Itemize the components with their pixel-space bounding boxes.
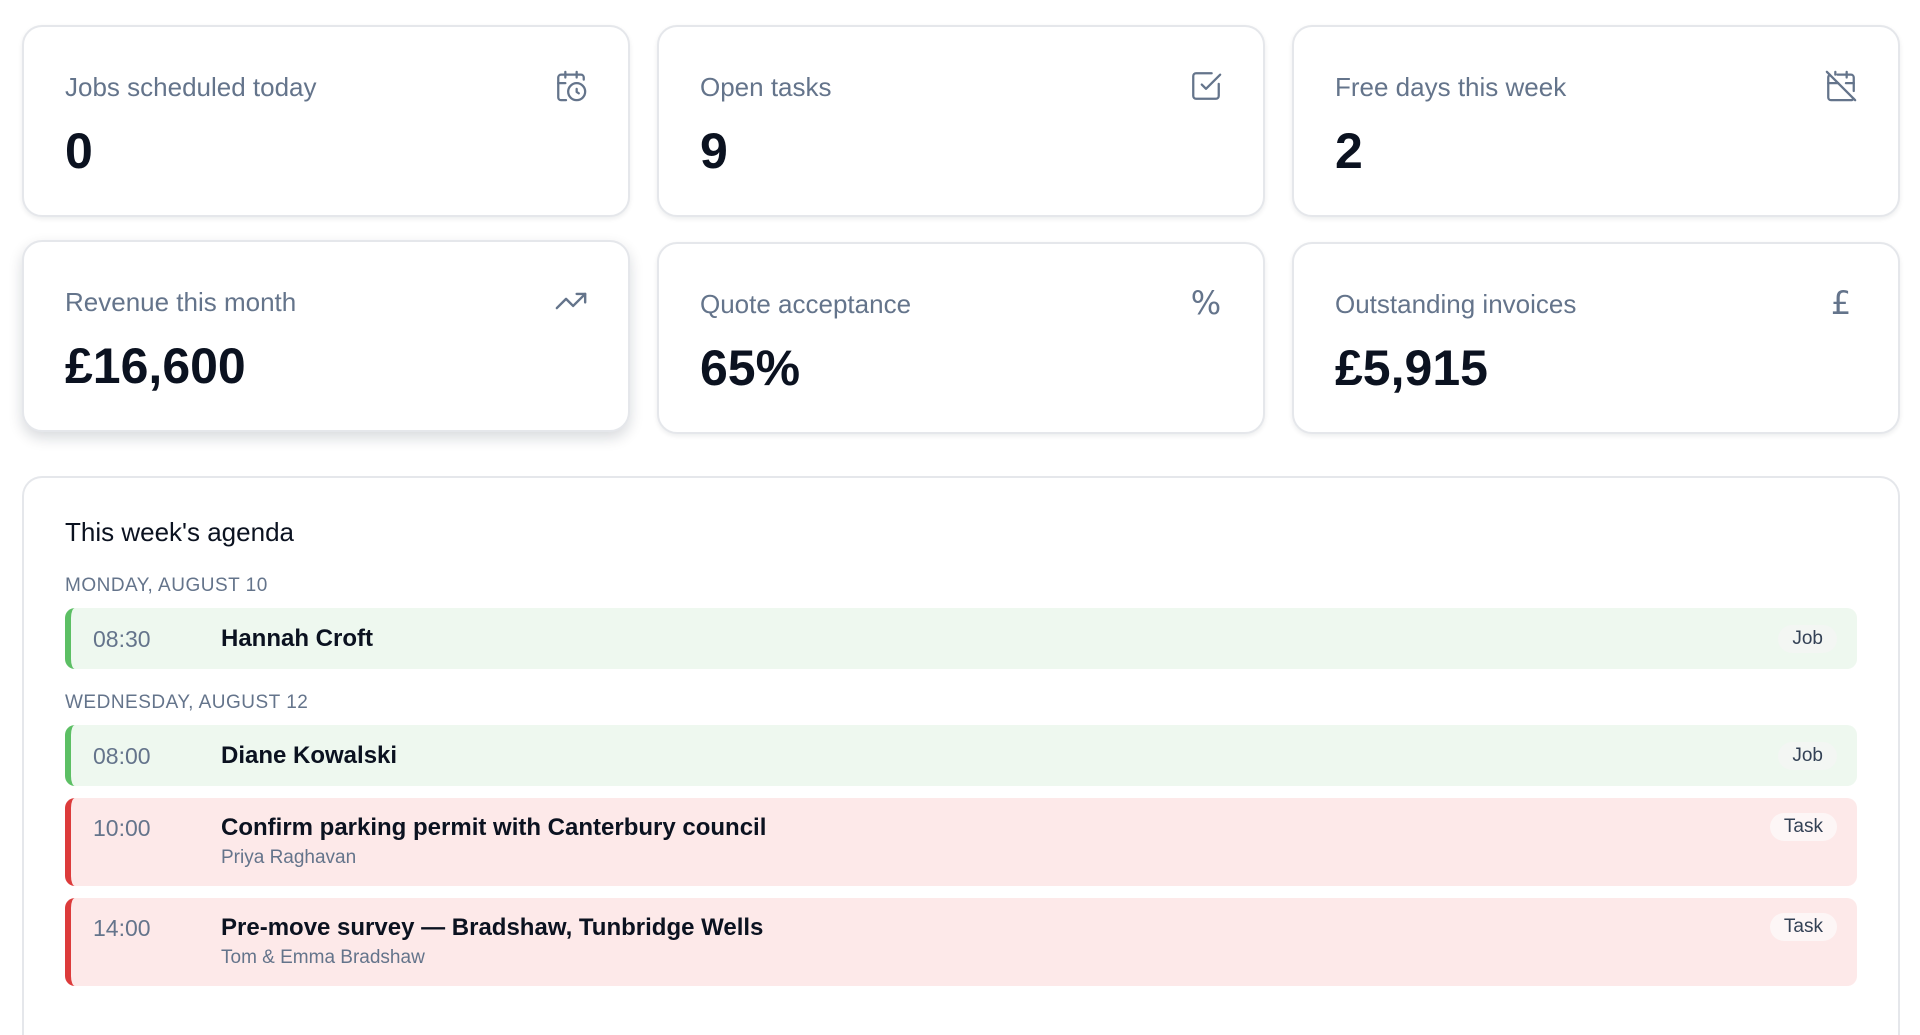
- percent-icon: %: [1190, 284, 1222, 322]
- item-type-badge: Job: [1778, 741, 1837, 770]
- check-square-icon: [1189, 69, 1223, 103]
- item-title: Hannah Croft: [221, 624, 373, 652]
- item-customer: Priya Raghavan: [221, 847, 357, 868]
- item-type-badge: Job: [1778, 624, 1837, 653]
- stat-label: Quote acceptance: [700, 289, 912, 319]
- stat-value: 65%: [700, 340, 801, 396]
- agenda-item-job[interactable]: 08:00 Diane Kowalski Job: [65, 725, 1857, 786]
- stat-card-quote-acceptance[interactable]: Quote acceptance 65% %: [657, 242, 1265, 434]
- stat-card-open-tasks[interactable]: Open tasks 9: [657, 25, 1265, 217]
- item-title: Confirm parking permit with Canterbury c…: [221, 814, 767, 841]
- stat-value: £16,600: [65, 338, 246, 394]
- pound-icon: £: [1830, 284, 1852, 322]
- item-type-badge: Task: [1769, 913, 1837, 941]
- item-title: Diane Kowalski: [221, 741, 398, 769]
- item-body: Pre-move survey — Bradshaw, Tunbridge We…: [221, 914, 1770, 970]
- stat-label: Jobs scheduled today: [65, 72, 317, 102]
- agenda-title: This week's agenda: [65, 517, 294, 547]
- agenda-item-job[interactable]: 08:30 Hannah Croft Job: [65, 608, 1857, 669]
- stat-label: Revenue this month: [65, 287, 297, 317]
- calendar-clock-icon: [554, 69, 588, 103]
- agenda-day-monday: MONDAY, AUGUST 10 08:30 Hannah Croft Job: [65, 574, 1857, 669]
- stat-value: £5,915: [1335, 340, 1488, 396]
- stat-label: Free days this week: [1335, 72, 1567, 102]
- item-time: 08:30: [93, 625, 151, 652]
- item-body: Hannah Croft: [221, 625, 1778, 653]
- item-customer: Tom & Emma Bradshaw: [221, 947, 425, 968]
- stats-grid: Jobs scheduled today 0 Open tasks 9: [22, 25, 1900, 434]
- stat-value: 2: [1335, 123, 1363, 179]
- stat-value: 9: [700, 123, 728, 179]
- stat-card-jobs-today[interactable]: Jobs scheduled today 0: [22, 25, 630, 217]
- item-body: Confirm parking permit with Canterbury c…: [221, 814, 1770, 870]
- stat-value: 0: [65, 123, 93, 179]
- agenda-item-task[interactable]: 10:00 Confirm parking permit with Canter…: [65, 798, 1857, 886]
- calendar-off-icon: [1824, 69, 1858, 103]
- item-time: 08:00: [93, 742, 151, 769]
- stat-label: Open tasks: [700, 72, 832, 102]
- item-body: Diane Kowalski: [221, 742, 1778, 770]
- item-title: Pre-move survey — Bradshaw, Tunbridge We…: [221, 914, 764, 941]
- trending-up-icon: [554, 284, 588, 318]
- stat-card-free-days[interactable]: Free days this week 2: [1292, 25, 1900, 217]
- weekly-agenda: This week's agenda MONDAY, AUGUST 10 08:…: [22, 476, 1900, 1035]
- item-time: 14:00: [93, 915, 151, 941]
- stat-label: Outstanding invoices: [1335, 289, 1577, 319]
- agenda-item-task[interactable]: 14:00 Pre-move survey — Bradshaw, Tunbri…: [65, 898, 1857, 986]
- stat-card-outstanding-invoices[interactable]: Outstanding invoices £5,915 £: [1292, 242, 1900, 434]
- stat-card-revenue[interactable]: Revenue this month £16,600: [22, 240, 630, 432]
- day-header: WEDNESDAY, AUGUST 12: [65, 692, 309, 713]
- item-time: 10:00: [93, 815, 151, 841]
- day-header: MONDAY, AUGUST 10: [65, 575, 268, 596]
- agenda-day-wednesday: WEDNESDAY, AUGUST 12 08:00 Diane Kowalsk…: [65, 691, 1857, 986]
- item-type-badge: Task: [1769, 813, 1837, 841]
